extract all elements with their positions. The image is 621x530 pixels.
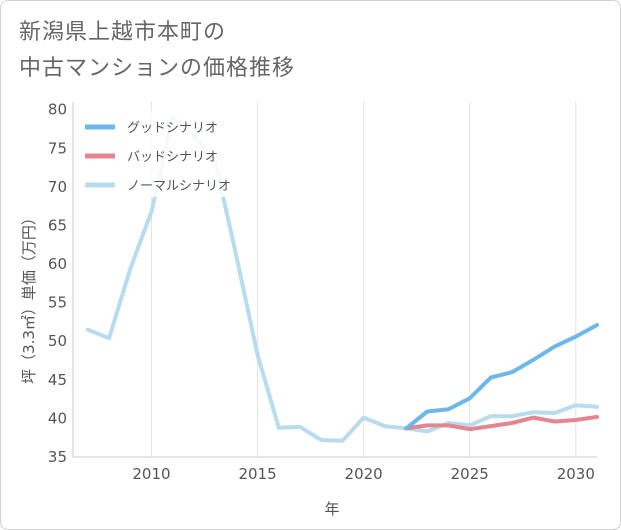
y-tick-label: 55 <box>48 294 67 312</box>
y-tick-label: 70 <box>48 178 67 196</box>
x-axis-title: 年 <box>324 500 339 518</box>
legend-label-1: バッドシナリオ <box>127 150 218 165</box>
y-axis-title: 坪（3.3㎡）単価（万円） <box>20 210 38 384</box>
y-tick-label: 50 <box>48 332 67 350</box>
x-tick-label: 2015 <box>238 465 276 483</box>
y-tick-label: 60 <box>48 255 67 273</box>
x-tick-label: 2025 <box>451 465 489 483</box>
x-tick-label: 2030 <box>557 465 595 483</box>
chart-title-line-2: 中古マンションの価格推移 <box>19 56 296 81</box>
y-tick-label: 45 <box>48 371 67 389</box>
x-axis: 2010 2015 2020 2025 2030 <box>73 456 597 483</box>
y-tick-label: 35 <box>48 448 67 466</box>
legend-label-2: ノーマルシナリオ <box>127 179 231 194</box>
legend-label-0: グッドシナリオ <box>127 121 218 136</box>
x-tick-label: 2020 <box>345 465 383 483</box>
series-line-1 <box>404 414 599 432</box>
y-tick-label: 80 <box>48 101 67 119</box>
chart-title: 新潟県上越市本町の 中古マンションの価格推移 <box>19 15 295 87</box>
y-tick-label: 75 <box>48 139 67 157</box>
y-axis: 35 40 45 50 55 60 65 70 75 80 <box>48 101 74 466</box>
chart-title-line-1: 新潟県上越市本町の <box>19 20 227 45</box>
y-tick-label: 65 <box>48 216 67 234</box>
series-line-0 <box>404 323 599 431</box>
y-tick-label: 40 <box>48 409 67 427</box>
x-tick-label: 2010 <box>132 465 170 483</box>
